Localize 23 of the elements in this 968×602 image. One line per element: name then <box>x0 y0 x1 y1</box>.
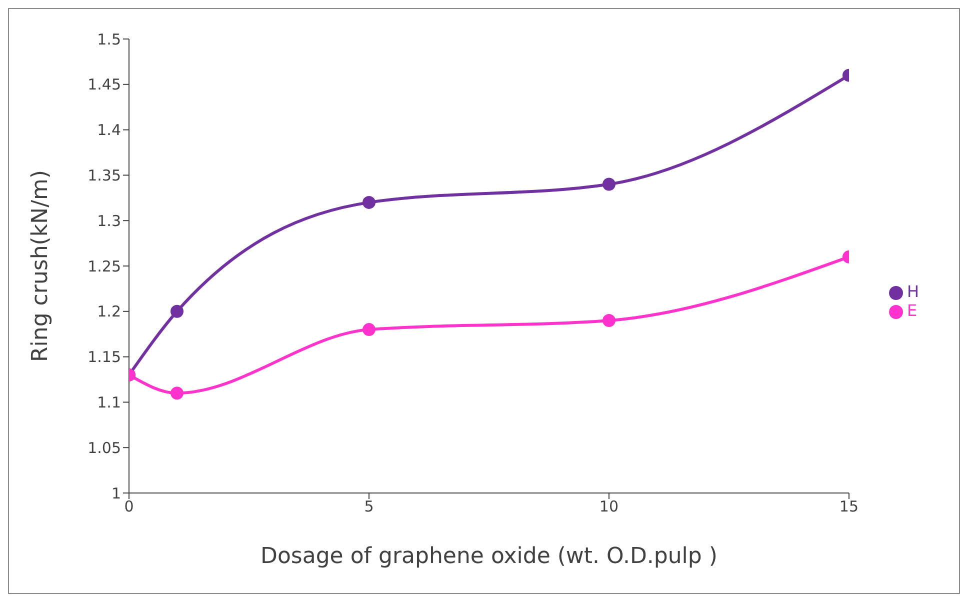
legend-label: H <box>906 282 919 301</box>
y-tick-label: 1 <box>111 484 121 502</box>
point <box>170 386 184 400</box>
y-tick-label: 1.15 <box>88 348 121 366</box>
x-axis-title: Dosage of graphene oxide (wt. O.D.pulp ) <box>260 544 718 569</box>
point <box>170 304 184 318</box>
legend-label: E <box>906 301 918 320</box>
y-tick-label: 1.4 <box>97 121 121 140</box>
point <box>362 196 376 209</box>
x-tick-label: 0 <box>124 498 134 516</box>
x-tick-label: 15 <box>839 498 859 516</box>
y-axis-title: Ring crush(kN/m) <box>28 170 53 362</box>
y-tick-label: 1.2 <box>97 302 121 321</box>
y-tick-label: 1.05 <box>88 438 121 457</box>
y-tick-label: 1.45 <box>88 76 121 94</box>
y-tick-label: 1.3 <box>97 212 121 230</box>
point <box>362 323 376 336</box>
y-tick-label: 1.25 <box>88 257 121 276</box>
y-tick-label: 1.35 <box>88 166 121 185</box>
x-tick-label: 10 <box>599 498 619 516</box>
y-tick-label: 1.5 <box>97 30 121 48</box>
y-tick-label: 1.1 <box>97 394 121 412</box>
x-tick-label: 5 <box>364 498 374 516</box>
